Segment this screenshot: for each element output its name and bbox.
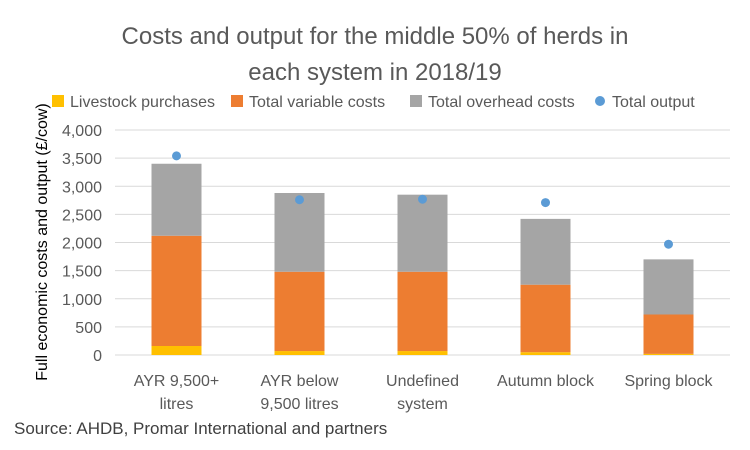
output-marker [664, 239, 673, 249]
y-axis-ticks: 0 500 1,000 1,500 2,000 2,500 3,000 3,500 4,000 [62, 123, 102, 365]
y-tick-label: 2,000 [62, 236, 102, 253]
x-axis-ticks: AYR 9,500+ litres AYR below 9,500 litres Und… [134, 373, 714, 413]
legend-label: Total overhead costs [428, 94, 575, 111]
x-tick-label: Autumn block [497, 373, 595, 390]
y-tick-label: 4,000 [62, 123, 102, 140]
legend-swatch [52, 95, 64, 107]
y-tick-label: 1,000 [62, 292, 102, 309]
bar-segment [274, 193, 325, 272]
bar-segment [397, 194, 448, 272]
output-marker [541, 198, 550, 208]
output-marker [172, 151, 181, 161]
bar-segment [643, 314, 694, 354]
y-tick-label: 3,500 [62, 151, 102, 168]
bar-segment [274, 271, 325, 352]
legend-swatch [595, 96, 605, 106]
legend-label: Total variable costs [249, 94, 385, 111]
bar-segment [397, 271, 448, 352]
legend-label: Livestock purchases [70, 94, 215, 111]
chart-title-line-2: each system in 2018/19 [248, 59, 502, 86]
chart-title-line-1: Costs and output for the middle 50% of h… [122, 23, 629, 50]
legend-swatch [231, 95, 243, 107]
x-tick-label: litres [160, 396, 194, 413]
bars [151, 163, 694, 355]
output-marker [418, 194, 427, 204]
y-tick-label: 3,000 [62, 179, 102, 196]
legend: Livestock purchases Total variable costs T… [52, 94, 695, 111]
bar-segment [520, 218, 571, 285]
x-tick-label: system [397, 396, 448, 413]
bar-segment [397, 351, 448, 355]
x-tick-label: AYR 9,500+ [134, 373, 220, 390]
y-axis-title: Full economic costs and output (£/cow) [34, 103, 51, 380]
y-tick-label: 1,500 [62, 264, 102, 281]
output-marker [295, 195, 304, 205]
x-tick-label: AYR below [261, 373, 339, 390]
bar-segment [274, 351, 325, 355]
bar-segment [643, 259, 694, 315]
bar-segment [151, 163, 202, 236]
bar-segment [151, 235, 202, 346]
y-tick-label: 500 [75, 320, 102, 337]
legend-label: Total output [612, 94, 695, 111]
source-note: Source: AHDB, Promar International and p… [14, 419, 387, 438]
x-tick-label: 9,500 litres [260, 396, 338, 413]
y-tick-label: 0 [93, 348, 102, 365]
x-tick-label: Spring block [624, 373, 713, 390]
y-tick-label: 2,500 [62, 207, 102, 224]
output-markers [172, 151, 673, 249]
bar-segment [151, 346, 202, 355]
bar-segment [643, 353, 694, 355]
x-tick-label: Undefined [386, 373, 459, 390]
bar-segment [520, 352, 571, 355]
legend-swatch [410, 95, 422, 107]
bar-segment [520, 284, 571, 353]
